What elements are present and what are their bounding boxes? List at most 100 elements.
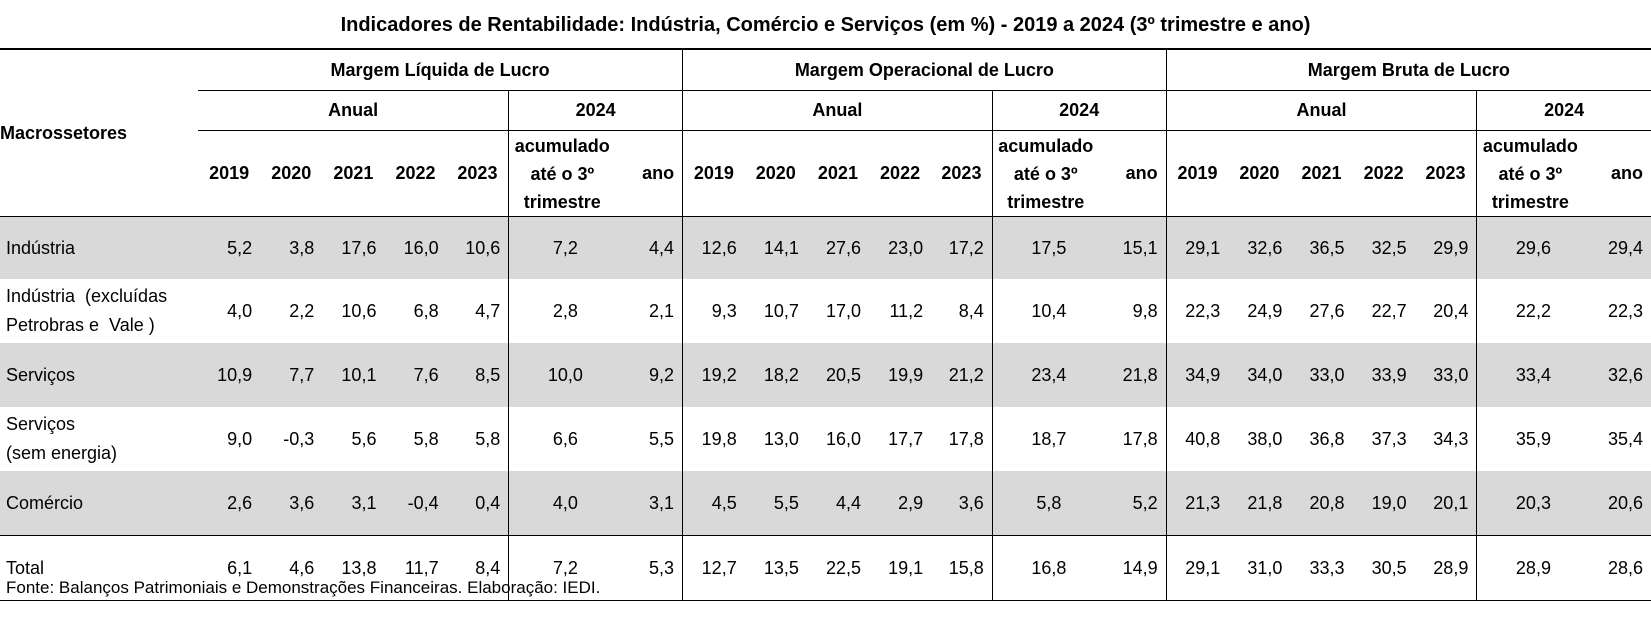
value-cell: 8,4	[958, 300, 984, 321]
table-header: Macrossetores Margem Líquida de Lucro Ma…	[0, 48, 1651, 217]
value-cell: 28,9	[1476, 535, 1590, 601]
value-cell: 34,3	[1433, 428, 1469, 449]
value-cell: 20,8	[1290, 471, 1353, 536]
value-cell: -0,3	[283, 428, 315, 449]
value-cell: 5,2	[198, 216, 261, 279]
value-cell: 17,6	[322, 216, 385, 279]
accumulated-header-line: trimestre	[1491, 191, 1569, 212]
year-header: 2022	[384, 130, 447, 217]
value-cell: 13,8	[322, 535, 385, 601]
value-cell: 14,9	[1104, 535, 1167, 601]
accumulated-header-line: até o 3º	[530, 163, 595, 184]
value-cell: 16,0	[384, 216, 447, 279]
value-cell: 36,5	[1290, 216, 1353, 279]
value-cell: 5,5	[649, 428, 675, 449]
subheader-anual-bruta: Anual	[1165, 90, 1477, 131]
group-header-bruta: Margem Bruta de Lucro	[1165, 48, 1651, 91]
value-cell: 15,1	[1104, 216, 1167, 279]
value-cell: 22,5	[806, 535, 869, 601]
value-cell: 12,6	[682, 216, 745, 279]
value-cell: 19,2	[682, 343, 745, 407]
year-header: 2021	[1290, 130, 1353, 217]
year-header: 2019	[682, 130, 745, 217]
accumulated-header-line: acumulado	[1482, 135, 1578, 156]
value-cell: 18,2	[744, 343, 807, 407]
row-label: Serviços (sem energia)	[0, 407, 198, 471]
value-cell: 13,0	[763, 428, 799, 449]
value-cell: 3,6	[931, 471, 993, 536]
source-note: Fonte: Balanços Patrimoniais e Demonstra…	[6, 578, 601, 597]
value-cell: 17,8	[948, 428, 984, 449]
value-cell: 3,1	[322, 471, 385, 536]
year-header: 2019	[1165, 130, 1229, 217]
value-cell: 33,0	[1414, 343, 1477, 407]
value-cell: 29,1	[1165, 535, 1229, 601]
value-cell: 5,8	[413, 428, 439, 449]
value-cell: 16,0	[825, 428, 861, 449]
year-header: 2021	[806, 130, 869, 217]
value-cell: 2,1	[649, 300, 675, 321]
value-cell: 7,6	[384, 343, 447, 407]
value-cell: 21,8	[1228, 471, 1291, 536]
value-cell: 19,8	[682, 407, 745, 471]
subheader-2024-liquida: 2024	[508, 90, 683, 131]
row-label: Indústria	[0, 216, 199, 279]
value-cell: 33,3	[1290, 535, 1353, 601]
value-cell: 3,6	[260, 471, 323, 536]
value-cell: 5,2	[1104, 471, 1167, 536]
value-cell: 17,8	[1122, 428, 1158, 449]
value-cell: 32,6	[1228, 216, 1291, 279]
value-cell: 17,0	[825, 300, 861, 321]
year-header: 2022	[869, 130, 932, 217]
value-cell: 10,6	[446, 216, 509, 279]
value-cell: 20,1	[1414, 471, 1477, 536]
value-cell: 10,4	[991, 279, 1105, 343]
row-label-line: Serviços	[6, 364, 76, 385]
value-cell: 7,2	[508, 216, 622, 279]
row-label: Serviços	[0, 343, 199, 407]
value-cell: 21,3	[1165, 471, 1229, 536]
value-cell: 29,6	[1476, 216, 1590, 279]
value-cell: 4,7	[475, 300, 501, 321]
table-title: Indicadores de Rentabilidade: Indústria,…	[340, 14, 1311, 36]
value-cell: 5,3	[621, 535, 683, 601]
value-cell: 20,3	[1476, 471, 1590, 536]
accumulated-header-line: acumulado	[998, 135, 1094, 156]
value-cell: 4,0	[227, 300, 253, 321]
value-cell: 4,5	[682, 471, 745, 536]
value-cell: 21,2	[931, 343, 993, 407]
value-cell: 36,8	[1309, 428, 1345, 449]
value-cell: 5,8	[991, 471, 1105, 536]
group-header-operacional: Margem Operacional de Lucro	[682, 48, 1167, 91]
year-header: 2023	[446, 130, 509, 217]
value-cell: 9,0	[227, 428, 253, 449]
accumulated-header-line: trimestre	[523, 191, 601, 212]
value-cell: 4,6	[260, 535, 323, 601]
value-cell: 29,1	[1165, 216, 1229, 279]
value-cell: 37,3	[1371, 428, 1407, 449]
value-cell: 22,3	[1607, 300, 1643, 321]
value-cell: 19,1	[869, 535, 932, 601]
value-cell: 3,8	[260, 216, 323, 279]
year-header: 2020	[1228, 130, 1291, 217]
value-cell: 14,1	[744, 216, 807, 279]
value-cell: 22,2	[1476, 279, 1590, 343]
value-cell: 17,5	[991, 216, 1105, 279]
value-cell: 4,0	[508, 471, 622, 536]
row-label-line: Total	[6, 557, 45, 578]
value-cell: 18,7	[991, 407, 1105, 471]
value-cell: 22,3	[1165, 279, 1229, 343]
row-label-line: Indústria (excluídas	[6, 286, 168, 306]
value-cell: 11,2	[889, 300, 924, 321]
year-header: 2023	[931, 130, 993, 217]
value-cell: 4,4	[806, 471, 869, 536]
year-header: 2023	[1414, 130, 1477, 217]
group-header-liquida: Margem Líquida de Lucro	[198, 48, 683, 91]
value-cell: 27,6	[1309, 300, 1345, 321]
profitability-table: Macrossetores Margem Líquida de Lucro Ma…	[0, 48, 1651, 601]
value-cell: 10,6	[341, 300, 377, 321]
value-cell: 0,4	[446, 471, 509, 536]
accumulated-header-line: trimestre	[1007, 191, 1085, 212]
value-cell: 8,5	[446, 343, 509, 407]
ano-header: ano	[1104, 130, 1167, 217]
